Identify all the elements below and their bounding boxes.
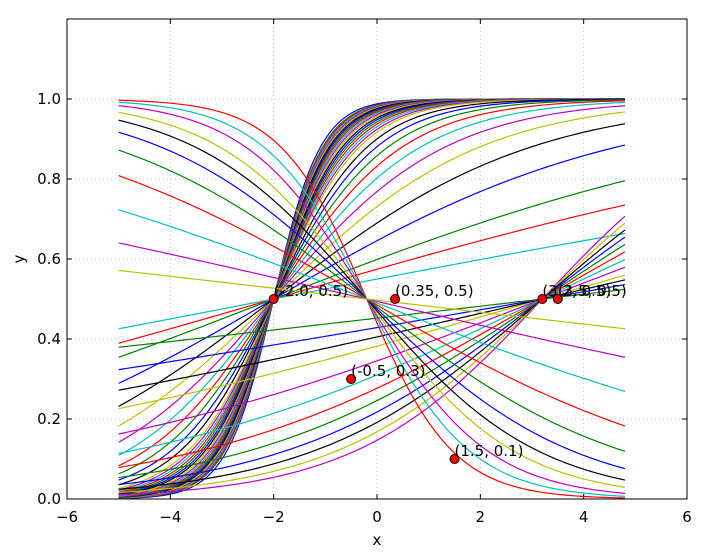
- series-line: [118, 100, 626, 467]
- annotation-point: [537, 294, 548, 304]
- annotation-label: (0.35, 0.5): [395, 282, 474, 300]
- annotation-label: (-0.5, 0.3): [351, 362, 425, 380]
- annotation-point: [390, 294, 401, 304]
- annotation-label: (3.5, 0.5): [558, 282, 627, 300]
- series-line: [118, 131, 626, 470]
- annotation-label: (-2.0, 0.5): [274, 282, 348, 300]
- series-line: [118, 105, 626, 494]
- y-tick-label: 0.0: [37, 490, 61, 508]
- series-line: [118, 149, 626, 452]
- annotation-point: [346, 374, 357, 384]
- x-axis-title: x: [373, 531, 382, 549]
- series-line: [118, 111, 626, 488]
- series-line: [118, 144, 626, 384]
- series-line: [118, 175, 626, 427]
- x-tick-label: −2: [263, 508, 285, 526]
- series-line: [118, 180, 626, 358]
- x-tick-label: −6: [56, 508, 78, 526]
- x-tick-label: 0: [372, 508, 382, 526]
- annotation-label: (1.5, 0.1): [455, 442, 524, 460]
- series-line: [118, 119, 626, 481]
- series-line: [118, 209, 626, 392]
- series-line: [118, 269, 626, 330]
- annotation-point: [552, 294, 563, 304]
- annotation-point: [268, 294, 279, 304]
- series-line: [118, 232, 626, 330]
- series-line: [118, 99, 626, 475]
- series-line: [118, 123, 626, 407]
- series-line: [118, 98, 626, 481]
- series-line: [118, 105, 626, 443]
- series-line: [118, 101, 626, 497]
- series-line: [118, 101, 626, 456]
- x-tick-label: 2: [476, 508, 486, 526]
- series-line: [118, 98, 626, 486]
- y-tick-label: 0.4: [37, 330, 61, 348]
- annotation-point: [449, 454, 460, 464]
- series-line: [118, 204, 626, 344]
- y-tick-label: 0.8: [37, 170, 61, 188]
- series-line: [118, 111, 626, 427]
- x-tick-label: 4: [579, 508, 589, 526]
- x-tick-label: 6: [682, 508, 692, 526]
- y-tick-label: 1.0: [37, 90, 61, 108]
- y-tick-label: 0.2: [37, 410, 61, 428]
- series-line: [118, 99, 626, 499]
- x-tick-label: −4: [159, 508, 181, 526]
- y-tick-label: 0.6: [37, 250, 61, 268]
- axis-ticks: −6 −4 −2 0 2 4 6 0.0 0.2 0.4 0.6 0.8 1.0: [37, 19, 692, 526]
- y-axis-title: y: [10, 254, 28, 263]
- annotation-markers: (-2.0, 0.5) (0.35, 0.5) (3.2, 0.5)(3.5, 0.…: [268, 282, 627, 464]
